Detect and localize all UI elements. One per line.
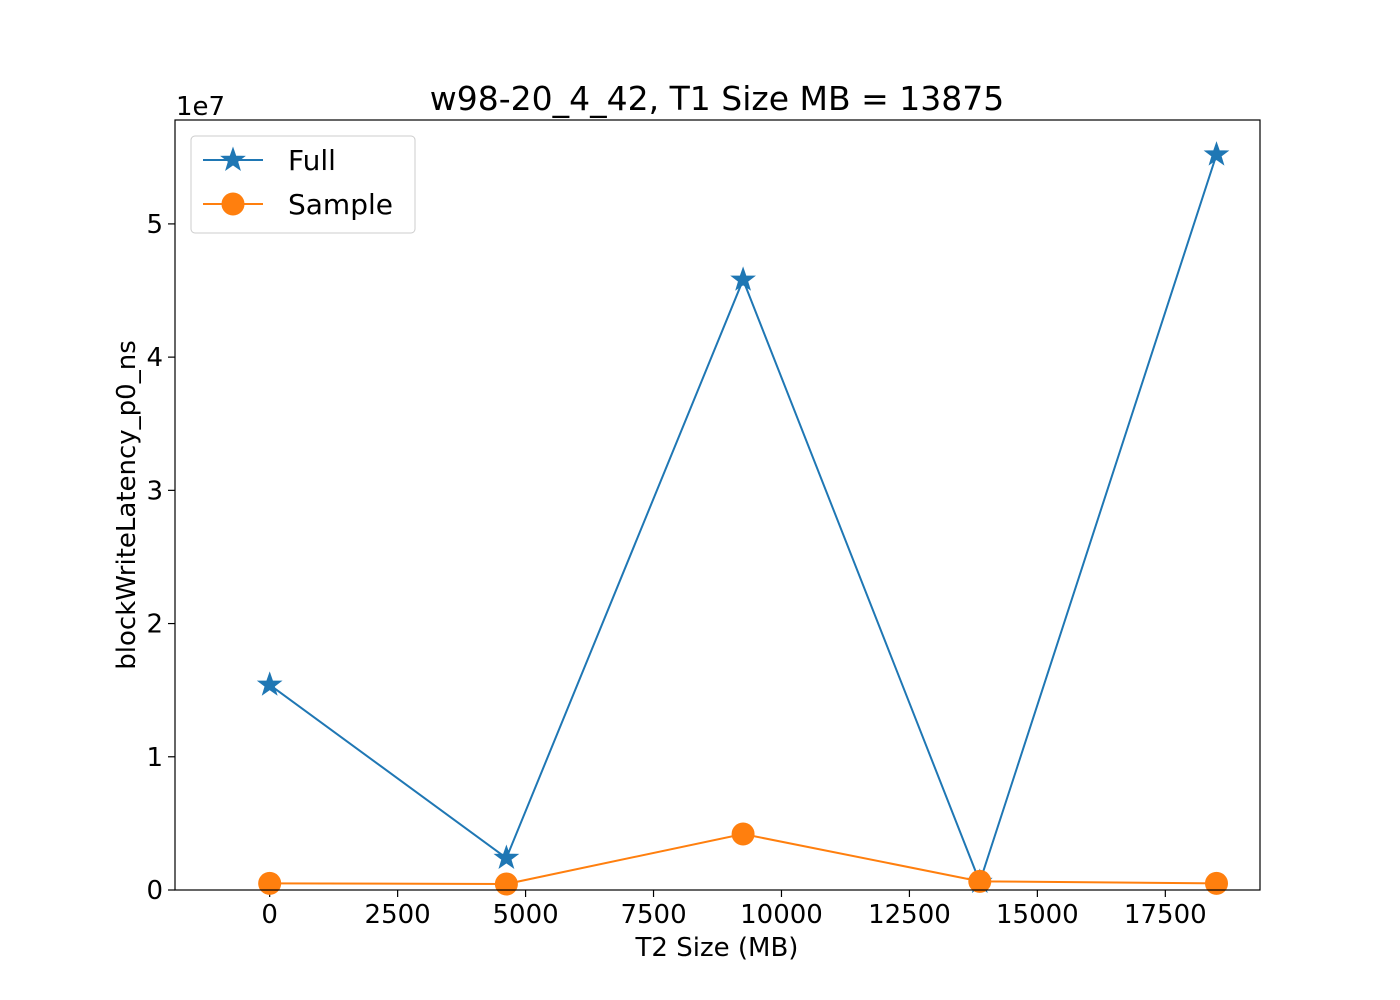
x-tick-label-4: 10000 (740, 900, 823, 930)
series-layer (256, 141, 1230, 896)
data-point-full-0 (256, 671, 283, 696)
y-tick-label-2: 2 (146, 610, 163, 640)
series-sample (258, 822, 1228, 896)
data-point-sample-3 (968, 869, 992, 893)
data-point-full-4 (1203, 141, 1230, 166)
y-tick-label-3: 3 (146, 476, 163, 506)
data-point-full-1 (493, 844, 520, 869)
x-tick-label-3: 7500 (620, 900, 686, 930)
x-tick-label-6: 15000 (996, 900, 1079, 930)
legend-item-full: Full (203, 144, 336, 177)
x-tick-label-5: 12500 (868, 900, 951, 930)
y-axis-label: blockWriteLatency_p0_ns (112, 340, 142, 669)
data-point-sample-1 (494, 872, 518, 896)
y-tick-label-0: 0 (146, 876, 163, 906)
data-point-sample-4 (1204, 871, 1228, 895)
y-tick-label-1: 1 (146, 743, 163, 773)
y-axis-offset-label: 1e7 (176, 92, 225, 122)
data-point-sample-0 (258, 871, 282, 895)
legend-marker-full (220, 146, 246, 171)
x-axis-label: T2 Size (MB) (635, 933, 799, 963)
legend: Full Sample (190, 135, 416, 234)
x-tick-label-1: 2500 (365, 900, 431, 930)
x-tick-label-2: 5000 (492, 900, 558, 930)
x-tick-label-0: 0 (261, 900, 278, 930)
chart-title: w98-20_4_42, T1 Size MB = 13875 (430, 79, 1004, 118)
legend-label-full: Full (288, 144, 336, 177)
data-point-sample-2 (731, 822, 755, 846)
y-tick-label-5: 5 (146, 210, 163, 240)
legend-item-sample: Sample (203, 188, 393, 221)
plot-area-frame (174, 119, 1261, 891)
x-tick-label-7: 17500 (1124, 900, 1207, 930)
data-point-full-2 (730, 266, 756, 291)
x-axis-ticks: 0 2500 5000 7500 10000 12500 15000 17500 (261, 890, 1207, 930)
legend-label-sample: Sample (288, 188, 393, 221)
y-axis-ticks: 0 1 2 3 4 5 (146, 210, 175, 906)
y-tick-label-4: 4 (146, 343, 163, 373)
legend-marker-sample (221, 192, 245, 216)
